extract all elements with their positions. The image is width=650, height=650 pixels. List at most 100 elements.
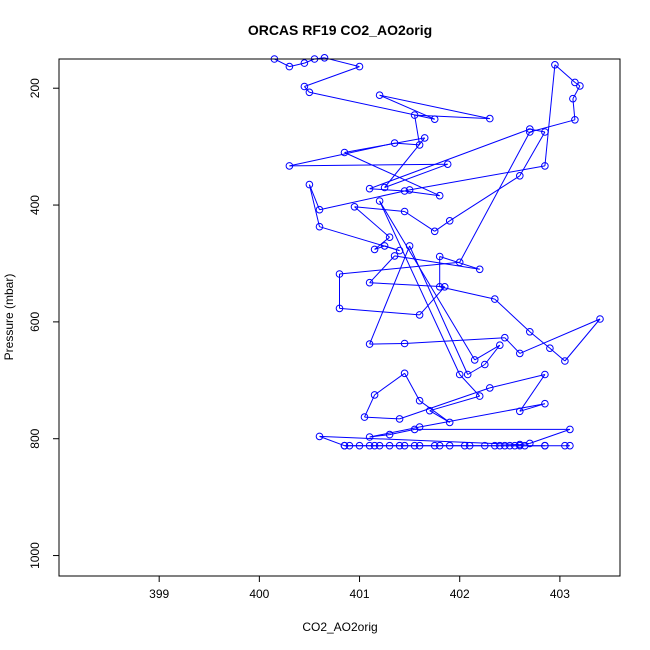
- data-point: [395, 415, 404, 423]
- data-point: [521, 441, 529, 450]
- data-point: [315, 222, 324, 231]
- data-point: [320, 54, 329, 62]
- series-segment: [384, 163, 448, 188]
- chart-title: ORCAS RF19 CO2_AO2orig: [248, 22, 432, 38]
- y-tick-label: 200: [28, 78, 42, 98]
- data-point: [430, 115, 439, 123]
- data-point: [410, 425, 419, 434]
- data-point: [405, 242, 414, 250]
- x-axis: 399 400 401 402 403: [149, 576, 570, 601]
- data-point: [350, 203, 359, 211]
- series-segment: [379, 200, 461, 375]
- data-point: [400, 369, 409, 378]
- data-point: [470, 356, 479, 364]
- data-point: [481, 441, 489, 450]
- plot-frame: [58, 58, 621, 577]
- data-point: [365, 278, 374, 287]
- data-point: [385, 441, 394, 450]
- series-segment: [304, 86, 310, 93]
- data-point: [561, 441, 569, 450]
- x-tick-label: 402: [450, 587, 470, 601]
- series-segment: [489, 374, 546, 389]
- series-segment: [519, 374, 546, 412]
- data-point: [526, 125, 534, 133]
- data-point: [481, 360, 489, 369]
- series-segment: [419, 400, 450, 423]
- data-point: [435, 252, 444, 261]
- x-tick-label: 403: [550, 587, 570, 601]
- data-point: [455, 370, 464, 379]
- series-segment: [309, 91, 435, 120]
- data-point: [315, 432, 324, 441]
- series-segment: [484, 344, 501, 365]
- data-point: [390, 252, 399, 260]
- data-point: [526, 328, 534, 336]
- data-point: [345, 441, 354, 450]
- series-segment: [364, 394, 376, 418]
- series-segment: [354, 206, 405, 212]
- y-axis-label: Pressure (mbar): [2, 274, 16, 361]
- series-segment: [519, 318, 601, 354]
- series-segment: [339, 261, 460, 275]
- data-point: [455, 258, 464, 267]
- series-segment: [319, 435, 345, 447]
- series-segment: [414, 114, 490, 120]
- data-point: [526, 439, 534, 448]
- series-segment: [344, 152, 440, 197]
- data-point: [541, 162, 549, 170]
- data-point: [405, 186, 414, 194]
- series-segment: [304, 66, 360, 87]
- data-point: [375, 91, 384, 99]
- data-point: [443, 160, 452, 168]
- series-segment: [449, 175, 521, 222]
- data-point: [370, 441, 379, 450]
- series-segment: [529, 428, 571, 444]
- series-segment: [379, 200, 476, 361]
- series-segment: [409, 165, 545, 191]
- series-segment: [369, 128, 530, 190]
- series-segment: [384, 137, 426, 188]
- data-point: [370, 391, 379, 399]
- data-point: [475, 265, 484, 274]
- y-tick-label: 800: [28, 428, 42, 448]
- x-axis-label: CO2_AO2orig: [302, 620, 377, 634]
- series-segment: [414, 115, 421, 145]
- data-point: [375, 197, 384, 205]
- series-segment: [369, 282, 445, 288]
- data-point: [315, 205, 324, 214]
- x-tick-label: 399: [149, 587, 169, 601]
- data-point: [465, 441, 474, 450]
- data-point: [506, 441, 514, 450]
- data-point: [541, 128, 549, 136]
- data-point: [491, 441, 499, 450]
- data-point: [445, 217, 454, 225]
- data-point: [400, 207, 409, 216]
- data-point: [541, 370, 549, 379]
- data-point: [415, 423, 424, 431]
- series-segment: [439, 286, 495, 300]
- series-segment: [369, 245, 411, 345]
- series-segment: [308, 184, 320, 210]
- data-point: [566, 425, 574, 434]
- data-point: [415, 441, 424, 450]
- data-point: [340, 148, 349, 157]
- x-tick-label: 400: [249, 587, 269, 601]
- data-point: [571, 78, 579, 87]
- data-point: [501, 441, 509, 450]
- data-point: [305, 180, 314, 189]
- plot-area: [270, 54, 604, 450]
- series-segment: [554, 64, 576, 83]
- series-segment: [419, 286, 446, 316]
- data-point: [491, 295, 499, 303]
- y-tick-label: 400: [28, 195, 42, 215]
- data-point: [395, 246, 404, 255]
- data-point: [285, 62, 294, 71]
- data-point: [365, 184, 374, 193]
- series-segment: [544, 64, 556, 166]
- data-point: [541, 399, 549, 408]
- data-point: [385, 430, 394, 439]
- data-point: [360, 413, 369, 421]
- data-point: [435, 441, 444, 450]
- series-segment: [459, 131, 531, 263]
